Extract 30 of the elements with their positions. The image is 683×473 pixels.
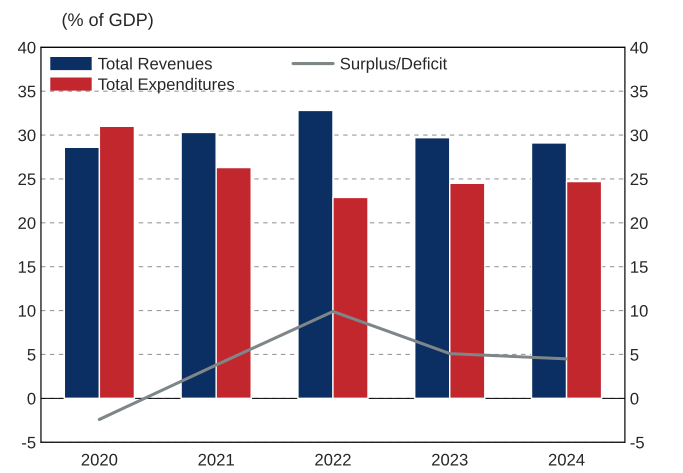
y-tick-label: 15: [18, 261, 36, 273]
y2-tick-label: 10: [631, 305, 648, 317]
x-tick-label: 2021: [198, 454, 234, 466]
y-tick-label: 30: [18, 129, 36, 142]
y-tick-label: 40: [18, 42, 36, 54]
y2-tick-label: 40: [630, 42, 648, 54]
y-tick-label: -5: [22, 436, 36, 448]
y-tick-label: 35: [18, 86, 36, 98]
y2-tick-label: 5: [630, 349, 638, 361]
y2-tick-label: 25: [630, 173, 648, 186]
y2-tick-label: 20: [630, 217, 648, 230]
x-tick-label: 2022: [315, 454, 351, 466]
y-tick-label: 10: [18, 305, 36, 317]
y2-tick-label: 15: [631, 261, 648, 273]
chart-subtitle: (% of GDP): [62, 12, 153, 30]
y2-tick-label: 0: [630, 392, 638, 405]
x-tick-label: 2020: [82, 454, 118, 466]
x-tick-label: 2024: [548, 454, 585, 466]
legend-label: Total Expenditures: [98, 78, 234, 94]
y2-tick-label: 30: [630, 129, 648, 142]
y2-tick-label: -5: [630, 436, 644, 448]
y-tick-label: 5: [28, 349, 36, 361]
y-tick-label: 25: [18, 173, 36, 186]
y2-tick-label: 35: [630, 86, 648, 98]
line-series: [98, 310, 568, 421]
legend-label: Surplus/Deficit: [340, 57, 448, 73]
x-tick-label: 2023: [432, 454, 468, 466]
y-tick-label: 0: [28, 392, 36, 405]
legend-label: Total Revenues: [98, 57, 212, 70]
y-tick-label: 20: [18, 217, 36, 230]
